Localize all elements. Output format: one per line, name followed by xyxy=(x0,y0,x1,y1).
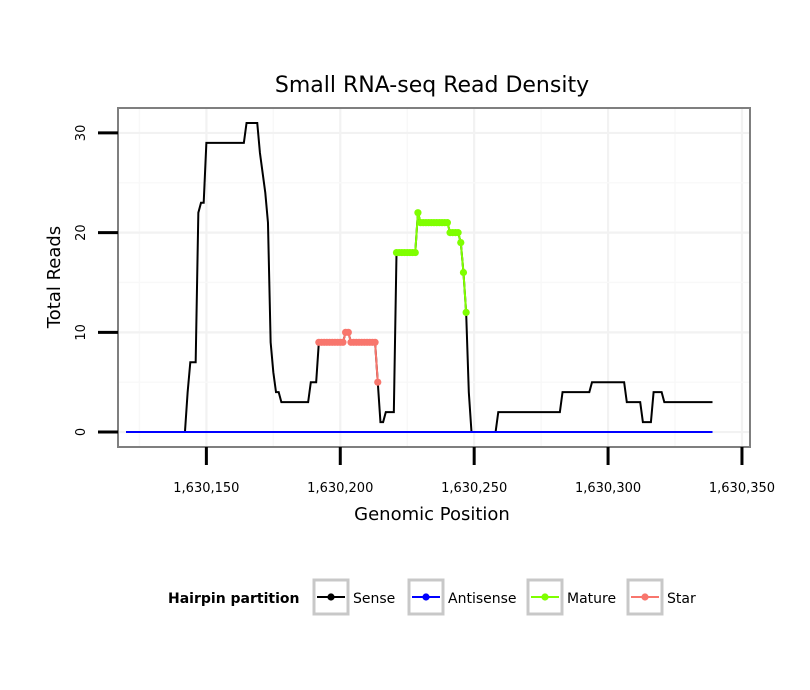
star-data-point xyxy=(374,378,382,386)
star-data-point xyxy=(339,338,347,346)
y-axis-title: Total Reads xyxy=(44,226,65,329)
legend-title: Hairpin partition xyxy=(168,591,299,607)
mature-data-point xyxy=(462,308,470,316)
y-tick-label: 10 xyxy=(74,324,89,341)
legend-point-antisense xyxy=(422,593,430,601)
legend-point-sense xyxy=(327,593,335,601)
axes: 1,630,150 1,630,200 1,630,250 1,630,300 1,63… xyxy=(74,107,775,496)
plot-border xyxy=(117,107,751,448)
x-tick-label: 1,630,200 xyxy=(307,481,373,496)
x-tick-label: 1,630,300 xyxy=(575,481,641,496)
legend-point-star xyxy=(641,593,649,601)
legend-label-sense: Sense xyxy=(353,591,395,607)
plot-panel xyxy=(118,108,750,447)
mature-data-point xyxy=(459,268,468,277)
sense-series-line xyxy=(126,121,713,434)
mature-data-point xyxy=(443,219,451,227)
y-tick-label: 20 xyxy=(74,224,89,241)
legend: Hairpin partition Sense Antisense Mature St… xyxy=(168,578,696,616)
x-tick-label: 1,630,250 xyxy=(441,481,507,496)
x-axis-title: Genomic Position xyxy=(354,504,510,525)
x-tick-label: 1,630,350 xyxy=(709,481,775,496)
legend-point-mature xyxy=(541,593,549,601)
x-tick-label: 1,630,150 xyxy=(173,481,239,496)
legend-label-antisense: Antisense xyxy=(448,591,517,607)
mature-data-point xyxy=(457,239,465,247)
y-tick-label: 30 xyxy=(74,125,89,142)
legend-label-star: Star xyxy=(667,591,696,607)
legend-label-mature: Mature xyxy=(567,591,616,607)
series-layer xyxy=(126,121,713,434)
star-data-point xyxy=(371,338,379,346)
mature-data-point xyxy=(414,209,422,217)
chart-title: Small RNA-seq Read Density xyxy=(275,73,589,98)
y-tick-label: 0 xyxy=(74,428,89,436)
mature-data-point xyxy=(411,248,419,257)
mature-data-point xyxy=(454,229,462,237)
panel-background xyxy=(118,108,750,447)
star-data-point xyxy=(344,328,352,336)
